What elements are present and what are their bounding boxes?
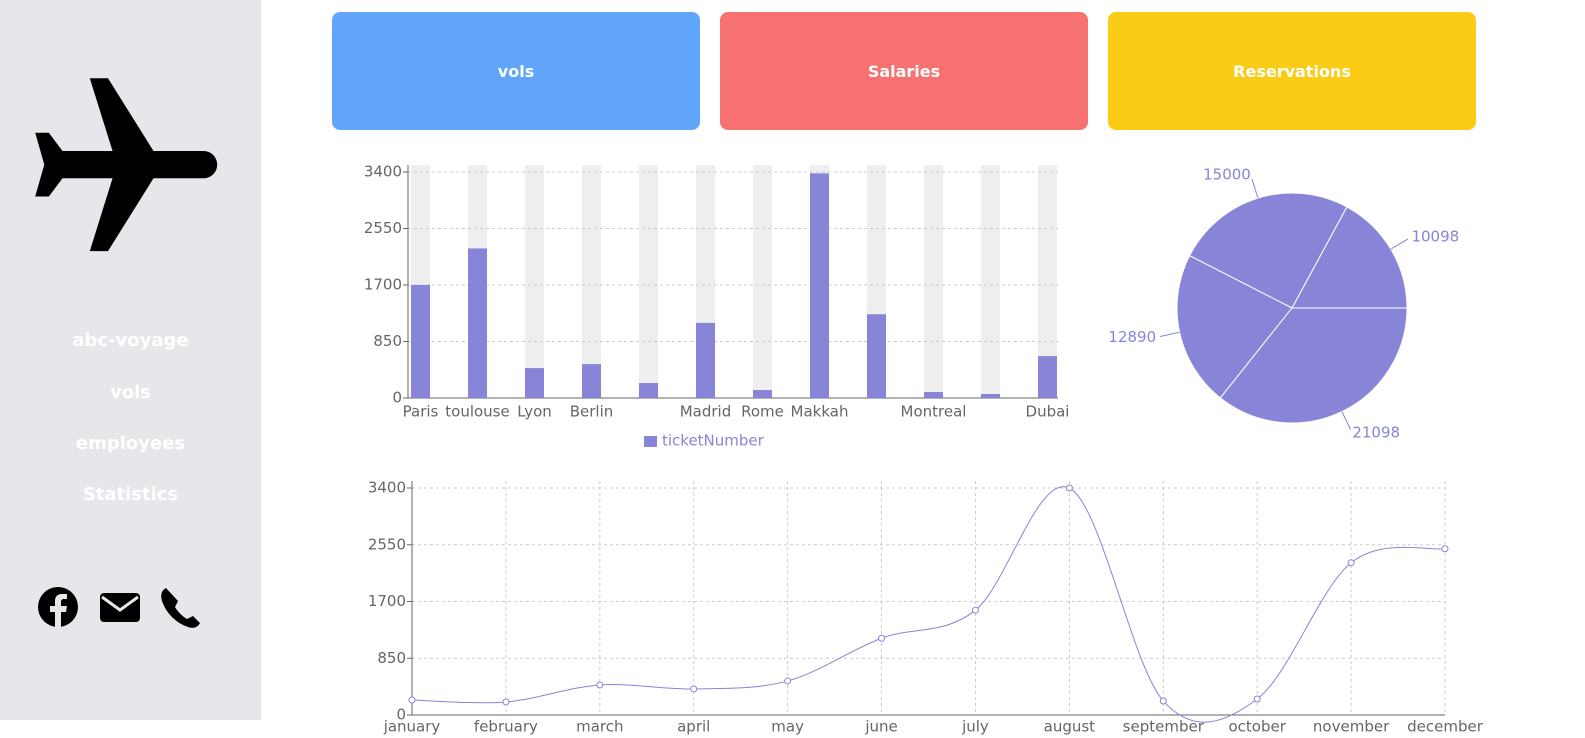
x-tick-label: june [864, 718, 897, 736]
bar [582, 364, 601, 398]
point [596, 681, 604, 689]
point [1441, 545, 1449, 553]
bar-background [1038, 165, 1057, 398]
bar-background [924, 165, 943, 398]
bar-background [639, 165, 658, 398]
point [408, 696, 416, 704]
x-tick-label: april [677, 718, 710, 736]
card-label: vols [497, 61, 535, 81]
card-label: Salaries [867, 61, 941, 81]
bar [696, 322, 715, 398]
x-tick-label: Lyon [517, 403, 552, 421]
pie-slice [1219, 307, 1408, 424]
facebook-icon[interactable] [38, 587, 78, 627]
point [784, 677, 792, 685]
pie-label: 12890 [1108, 328, 1156, 346]
card[interactable]: vols [332, 12, 700, 130]
x-tick-label: september [1123, 718, 1205, 736]
x-tick-label: Montreal [901, 403, 967, 421]
leader-line [1159, 331, 1180, 337]
bar [981, 394, 1000, 398]
bar [810, 173, 829, 398]
bar-background [810, 165, 829, 398]
y-tick-label: 1700 [368, 592, 406, 610]
x-tick-label: Madrid [680, 403, 732, 421]
nav-link[interactable]: employees [75, 433, 186, 454]
bar [753, 390, 772, 398]
bar-background [696, 165, 715, 398]
point [1065, 484, 1073, 492]
x-tick-label: Dubai [1026, 403, 1070, 421]
x-tick-label: july [961, 718, 989, 736]
y-tick-label: 0 [392, 389, 402, 407]
pie-slice [1176, 254, 1293, 399]
pie-label: 15000 [1203, 166, 1251, 184]
x-tick-label: december [1407, 718, 1484, 736]
y-tick-label: 2550 [364, 219, 402, 237]
bar-background [981, 165, 1000, 398]
point [502, 698, 510, 706]
nav-link[interactable]: abc-voyage [72, 330, 189, 351]
y-tick-label: 2550 [368, 535, 406, 553]
y-tick-label: 850 [377, 649, 406, 667]
bar [468, 248, 487, 398]
logo [35, 78, 218, 252]
bar [525, 368, 544, 398]
x-tick-label: november [1313, 718, 1390, 736]
mail-icon[interactable] [100, 593, 140, 622]
point [690, 685, 698, 693]
pie-slice [1291, 206, 1408, 309]
bar [639, 383, 658, 398]
bar-background [867, 165, 886, 398]
leader-line [1341, 411, 1352, 430]
bar [411, 285, 430, 398]
x-tick-label: Paris [403, 403, 439, 421]
legend-swatch [644, 436, 657, 447]
phone-icon[interactable] [161, 588, 200, 628]
point [1347, 559, 1355, 567]
x-tick-label: Berlin [570, 403, 614, 421]
x-tick-label: march [576, 718, 623, 736]
bar [867, 314, 886, 398]
nav-link[interactable]: Statistics [82, 484, 179, 505]
bar-background [582, 165, 601, 398]
point [878, 634, 886, 642]
y-tick-label: 1700 [364, 276, 402, 294]
bar-background [468, 165, 487, 398]
bar-background [753, 165, 772, 398]
point [1253, 695, 1261, 703]
y-tick-label: 850 [373, 332, 402, 350]
y-tick-label: 0 [396, 706, 406, 724]
pie-label: 21098 [1352, 424, 1400, 442]
pie-label: 10098 [1411, 227, 1459, 245]
card[interactable]: Salaries [720, 12, 1088, 130]
leader-line [1251, 178, 1259, 199]
leader-line [1390, 238, 1409, 250]
social-icons [38, 587, 200, 628]
x-tick-label: october [1228, 718, 1286, 736]
y-tick-label: 3400 [368, 479, 406, 497]
sidebar: abc-voyage vols employees Statistics [0, 0, 261, 720]
x-tick-label: may [771, 718, 804, 736]
line [411, 486, 1446, 723]
bar-background [525, 165, 544, 398]
card[interactable]: Reservations [1108, 12, 1476, 130]
nav-link[interactable]: vols [110, 382, 151, 403]
point [971, 606, 979, 614]
x-tick-label: Makkah [791, 403, 849, 421]
card-label: Reservations [1233, 61, 1351, 81]
legend-label: ticketNumber [662, 432, 765, 450]
x-tick-label: august [1044, 718, 1096, 736]
point [1159, 697, 1167, 705]
x-tick-label: february [474, 718, 538, 736]
pie-slice [1188, 192, 1348, 309]
bar [924, 392, 943, 398]
bar-background [411, 165, 430, 398]
x-tick-label: toulouse [445, 403, 509, 421]
x-tick-label: january [383, 718, 441, 736]
bar [1038, 356, 1057, 398]
y-tick-label: 3400 [364, 163, 402, 181]
x-tick-label: Rome [741, 403, 784, 421]
